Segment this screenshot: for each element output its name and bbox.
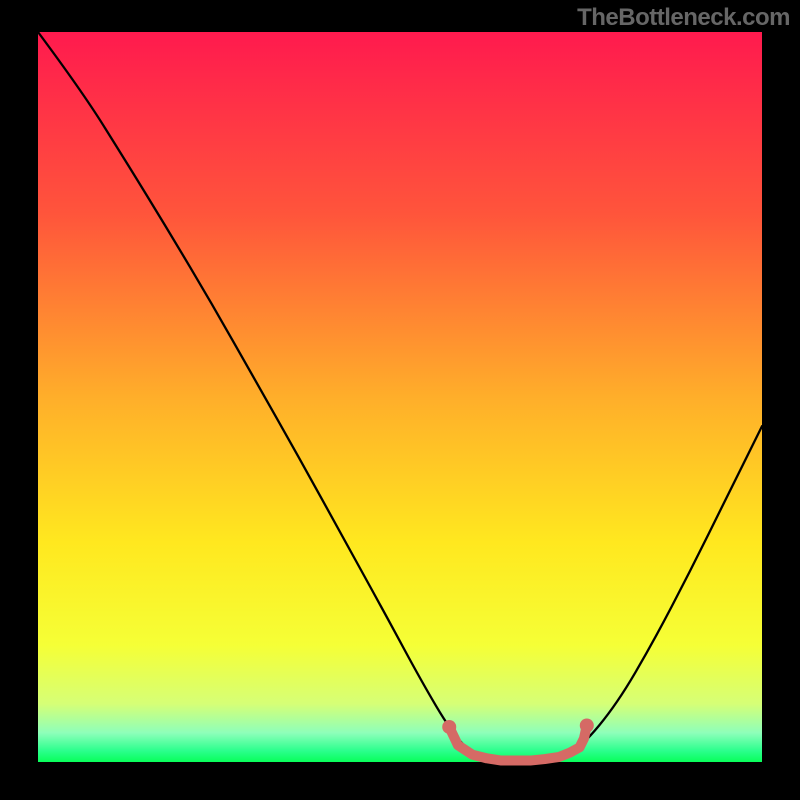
watermark: TheBottleneck.com bbox=[577, 4, 790, 32]
chart-svg bbox=[0, 0, 800, 800]
bottleneck-chart: TheBottleneck.com bbox=[0, 0, 800, 800]
